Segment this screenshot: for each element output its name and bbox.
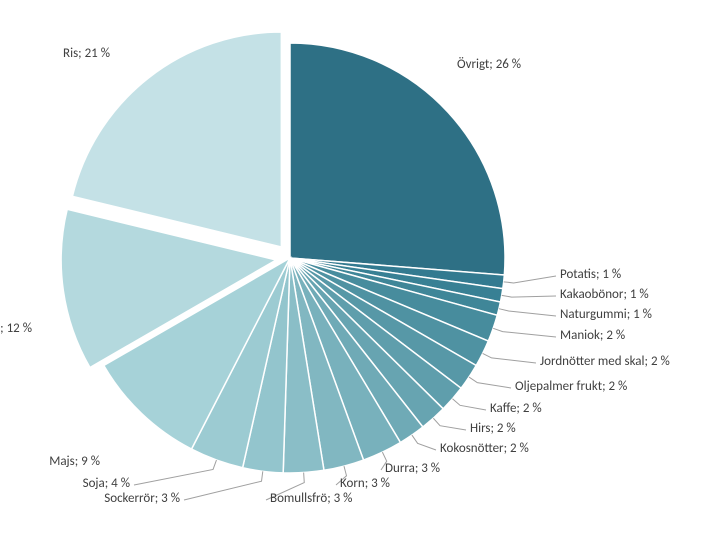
- pie-slice-label: Kokosnötter; 2 %: [440, 441, 529, 456]
- pie-slice-label: Durra; 3 %: [385, 461, 440, 476]
- pie-slice-label: Korn; 3 %: [340, 476, 390, 491]
- pie-slice-label: Vete; 12 %: [0, 321, 32, 336]
- pie-slice-label: Ris; 21 %: [63, 46, 110, 61]
- pie-slice-label: Oljepalmer frukt; 2 %: [515, 379, 627, 394]
- pie-slice: [72, 32, 281, 247]
- pie-slice-label: Naturgummi; 1 %: [560, 307, 652, 322]
- leader-line: [493, 328, 556, 337]
- leader-line: [469, 377, 511, 388]
- pie-chart: Övrigt; 26 % Potatis; 1 % Kakaobönor; 1 % N…: [0, 0, 717, 548]
- pie-slice-label: Kakaobönor; 1 %: [560, 287, 649, 302]
- leader-line: [499, 309, 556, 316]
- leader-line: [134, 460, 216, 485]
- leader-line: [184, 471, 263, 500]
- pie-slice: [290, 43, 505, 275]
- pie-slice-label: Maniok; 2 %: [560, 328, 625, 343]
- leader-line: [502, 295, 556, 297]
- pie-slice-label: Potatis; 1 %: [560, 267, 621, 282]
- pie-slice-label: Majs; 9 %: [49, 454, 100, 469]
- pie-slice-label: Hirs; 2 %: [470, 421, 516, 436]
- pie-slice-label: Jordnötter med skal; 2 %: [540, 354, 670, 369]
- leader-line: [483, 353, 536, 363]
- pie-slice-label: Kaffe; 2 %: [490, 401, 542, 416]
- leader-line: [433, 418, 466, 430]
- pie-slice-label: Övrigt; 26 %: [457, 57, 521, 72]
- leader-line: [452, 399, 486, 410]
- pie-slice-label: Sockerrör; 3 %: [104, 491, 180, 506]
- leader-line: [412, 435, 436, 450]
- leader-line: [504, 276, 556, 283]
- pie-slice-label: Bomullsfrö; 3 %: [270, 491, 352, 506]
- pie-slice-label: Soja; 4 %: [83, 476, 130, 491]
